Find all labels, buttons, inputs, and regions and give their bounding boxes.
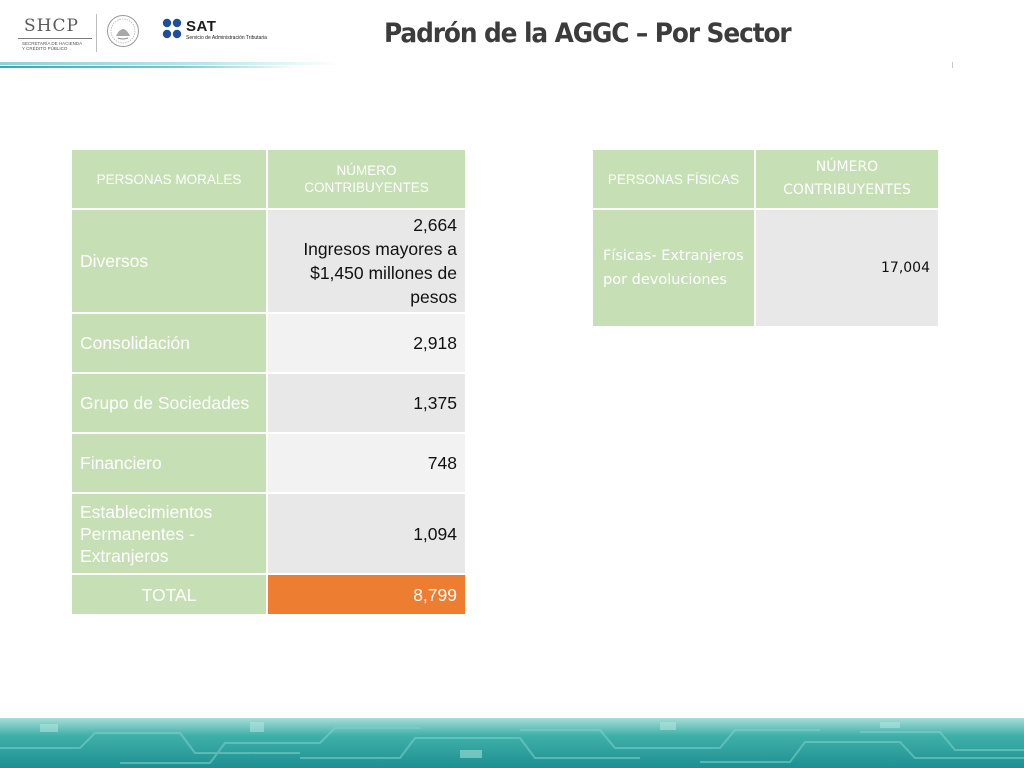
- row-label-consolidacion: Consolidación: [72, 314, 266, 372]
- slide-header: SHCP SECRETARÍA DE HACIENDA Y CRÉDITO PÚ…: [0, 0, 1024, 70]
- footer-pattern: [0, 718, 1024, 768]
- shcp-logo-rule: [18, 38, 92, 39]
- header-tick-mark: [952, 62, 953, 68]
- row-label-establecimientos-permanentes: Establecimientos Permanentes - Extranjer…: [72, 494, 266, 573]
- total-value: 8,799: [268, 575, 465, 614]
- national-seal-icon: [106, 14, 140, 48]
- row-value-diversos-count: 2,664: [276, 213, 457, 237]
- table-row: Grupo de Sociedades 1,375: [72, 374, 465, 432]
- page-title: Padrón de la AGGC – Por Sector: [384, 18, 791, 49]
- column-header-personas-fisicas: PERSONAS FÍSICAS: [593, 150, 754, 208]
- row-value-fisicas-extranjeros: 17,004: [756, 210, 938, 326]
- footer-band: [0, 718, 1024, 768]
- table-header-row: PERSONAS FÍSICAS NÚMERO CONTRIBUYENTES: [593, 150, 938, 208]
- total-row: TOTAL 8,799: [72, 575, 465, 614]
- sat-logo-icon: [162, 18, 182, 40]
- column-header-personas-morales: PERSONAS MORALES: [72, 150, 266, 208]
- table-header-row: PERSONAS MORALES NÚMERO CONTRIBUYENTES: [72, 150, 465, 208]
- sat-logo-text: SAT: [186, 18, 216, 35]
- table-row: Establecimientos Permanentes - Extranjer…: [72, 494, 465, 573]
- row-value-consolidacion: 2,918: [268, 314, 465, 372]
- sat-logo-subtitle: Servicio de Administración Tributaria: [186, 35, 267, 41]
- row-value-diversos: 2,664 Ingresos mayores a $1,450 millones…: [268, 210, 465, 312]
- row-value-grupo-de-sociedades: 1,375: [268, 374, 465, 432]
- personas-morales-table: PERSONAS MORALES NÚMERO CONTRIBUYENTES D…: [70, 148, 467, 616]
- personas-fisicas-table: PERSONAS FÍSICAS NÚMERO CONTRIBUYENTES F…: [591, 148, 940, 328]
- shcp-logo-text: SHCP: [24, 16, 98, 36]
- logo-divider: [96, 14, 97, 52]
- table-row: Consolidación 2,918: [72, 314, 465, 372]
- table-row: Físicas- Extranjeros por devoluciones 17…: [593, 210, 938, 326]
- shcp-logo: SHCP SECRETARÍA DE HACIENDA Y CRÉDITO PÚ…: [18, 16, 98, 51]
- table-row: Diversos 2,664 Ingresos mayores a $1,450…: [72, 210, 465, 312]
- row-label-diversos: Diversos: [72, 210, 266, 312]
- header-accent-line: [0, 62, 340, 65]
- row-label-fisicas-extranjeros: Físicas- Extranjeros por devoluciones: [593, 210, 754, 326]
- row-value-establecimientos-permanentes: 1,094: [268, 494, 465, 573]
- shcp-logo-subtitle-2: Y CRÉDITO PÚBLICO: [22, 46, 98, 51]
- row-value-diversos-note: Ingresos mayores a $1,450 millones de pe…: [276, 237, 457, 309]
- column-header-numero-contribuyentes: NÚMERO CONTRIBUYENTES: [268, 150, 465, 208]
- header-accent-line-2: [0, 66, 300, 68]
- row-label-financiero: Financiero: [72, 434, 266, 492]
- column-header-numero-contribuyentes: NÚMERO CONTRIBUYENTES: [756, 150, 938, 208]
- table-row: Financiero 748: [72, 434, 465, 492]
- row-value-financiero: 748: [268, 434, 465, 492]
- total-label: TOTAL: [72, 575, 266, 614]
- row-label-grupo-de-sociedades: Grupo de Sociedades: [72, 374, 266, 432]
